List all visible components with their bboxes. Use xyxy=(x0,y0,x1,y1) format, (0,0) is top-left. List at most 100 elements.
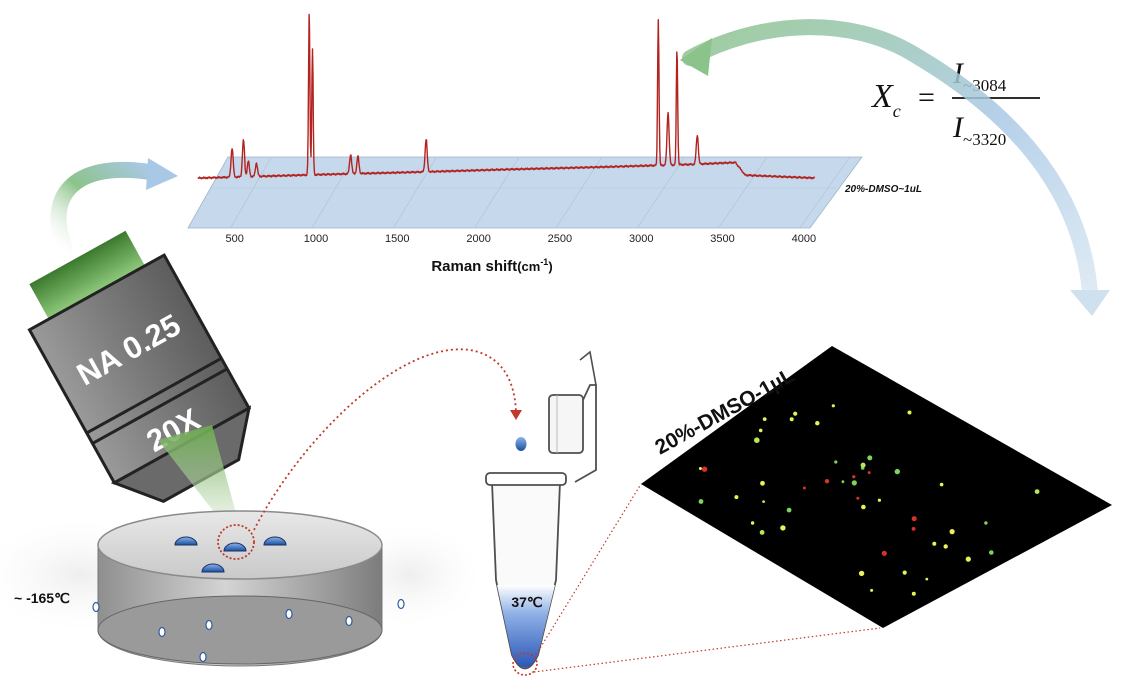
image-dot xyxy=(851,480,857,486)
spectrum-grid-line xyxy=(799,156,850,229)
image-dot xyxy=(780,525,786,531)
spectrum-grid-line xyxy=(555,156,603,229)
spectrum-grid-line xyxy=(230,156,272,229)
spectrum-grid-line xyxy=(636,156,685,229)
image-dot xyxy=(698,499,704,504)
laser-beam xyxy=(158,425,240,530)
image-dot xyxy=(911,591,916,596)
image-dot xyxy=(815,421,820,426)
image-dot xyxy=(925,577,929,581)
spectrum-x-tick: 2000 xyxy=(466,233,490,245)
image-dot xyxy=(758,428,763,433)
image-dot xyxy=(877,498,882,502)
stage-bottom-inner xyxy=(97,595,383,665)
image-dot xyxy=(824,479,830,484)
image-dots xyxy=(698,404,1040,596)
droplet-1 xyxy=(174,536,198,546)
selected-droplet-circle xyxy=(217,524,255,560)
cryo-stage: ~ -165℃ xyxy=(0,510,480,667)
image-dot xyxy=(698,467,702,470)
image-dot xyxy=(902,570,907,575)
tube-temperature: 37℃ xyxy=(511,594,543,610)
image-dot xyxy=(760,480,765,486)
image-dot xyxy=(939,482,944,487)
image-dot xyxy=(762,500,765,503)
formula-denominator: I~3320 xyxy=(952,111,1006,149)
image-dot xyxy=(870,588,874,592)
image-dot xyxy=(1034,489,1040,494)
microscope-objective: NA 0.25 20X xyxy=(27,230,252,503)
image-dot xyxy=(762,417,767,421)
nitrogen-bubbles xyxy=(92,598,405,663)
image-dot xyxy=(750,521,755,525)
spectrum-x-tick: 1500 xyxy=(385,233,409,245)
arrowhead-right xyxy=(146,158,178,190)
spectrum-peaks xyxy=(308,8,679,177)
image-dot xyxy=(943,544,948,549)
spectrum-plane xyxy=(187,156,863,229)
image-dot xyxy=(949,529,955,535)
spectrum-line xyxy=(197,13,816,180)
spectrum-x-tick: 1000 xyxy=(304,233,328,245)
spectrum-x-ticks: 500 1000 1500 2000 2500 3000 3500 4000 xyxy=(225,233,816,245)
image-dot xyxy=(802,486,806,490)
measurement-arrow xyxy=(50,158,178,256)
formula-lhs: Xc xyxy=(870,78,901,121)
image-dot xyxy=(858,570,865,577)
image-dot xyxy=(984,521,988,525)
fluorescence-image: 20%-DMSO-1µL xyxy=(641,346,1112,628)
image-dot xyxy=(841,480,845,484)
image-dot xyxy=(911,516,917,522)
image-dot xyxy=(867,455,873,461)
falling-drop xyxy=(515,437,527,451)
spectrum-grid-line xyxy=(718,156,768,229)
spectrum-x-tick: 500 xyxy=(225,233,243,245)
image-dot xyxy=(852,475,856,479)
image-dot xyxy=(861,504,866,510)
objective-band-bottom xyxy=(91,367,228,445)
tube-liquid xyxy=(497,585,555,668)
objective-band-top xyxy=(85,357,223,435)
spectrum-x-tick: 2500 xyxy=(548,233,572,245)
tube-cap-tab xyxy=(579,350,597,386)
tube-cap xyxy=(548,394,584,454)
spectrum-sample-label: 20%-DMSO~1uL xyxy=(844,184,922,195)
image-dot xyxy=(734,495,739,500)
spectrum-grid xyxy=(230,156,850,229)
image-dot xyxy=(759,530,765,535)
raman-spectrum: 500 1000 1500 2000 2500 3000 3500 4000 Raman sh… xyxy=(187,8,922,275)
spectrum-x-tick: 4000 xyxy=(792,233,816,245)
droplet-4 xyxy=(201,563,225,573)
spectrum-grid-line xyxy=(393,156,437,229)
image-dot xyxy=(786,507,792,513)
objective-green-collar xyxy=(29,230,145,320)
droplet-2 xyxy=(223,542,247,552)
eppendorf-tube: 37℃ xyxy=(485,350,597,676)
image-dot xyxy=(989,550,994,555)
analysis-flow-arrow xyxy=(680,19,1110,316)
image-dot xyxy=(907,410,912,415)
spectrum-x-tick: 3000 xyxy=(629,233,653,245)
image-dot xyxy=(965,556,971,562)
image-dot xyxy=(881,550,887,556)
spectrum-grid-line xyxy=(311,156,355,229)
arrowhead-down xyxy=(1070,290,1110,316)
transfer-arrow xyxy=(253,348,522,531)
arrowhead-left xyxy=(680,38,712,76)
image-dot xyxy=(701,466,708,472)
image-dot xyxy=(834,460,838,464)
image-dot xyxy=(831,404,835,408)
transfer-arrowhead xyxy=(510,410,522,420)
droplet-3 xyxy=(263,536,287,546)
tube-tip-circle xyxy=(512,652,538,676)
image-dot xyxy=(856,496,860,500)
image-dot xyxy=(754,437,760,444)
image-dot xyxy=(789,417,794,422)
formula-equals: = xyxy=(918,81,935,114)
image-dot xyxy=(793,411,798,416)
image-dot xyxy=(911,527,916,531)
image-dot xyxy=(894,468,900,475)
image-dot xyxy=(860,462,866,468)
stage-temperature: ~ -165℃ xyxy=(14,590,70,606)
